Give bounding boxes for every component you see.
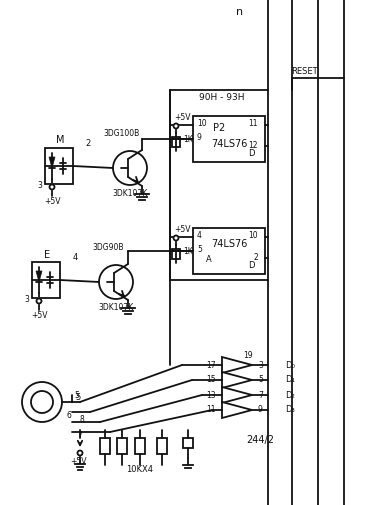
Text: 10: 10 [197, 120, 207, 128]
Text: 2: 2 [253, 254, 258, 263]
Text: M: M [56, 135, 64, 145]
Text: RESET: RESET [291, 68, 317, 76]
Bar [32, 262, 60, 298]
Text: D₁: D₁ [285, 376, 295, 384]
Text: 3DG100B: 3DG100B [104, 128, 140, 137]
Text: 1K: 1K [183, 247, 193, 257]
Text: 3: 3 [25, 295, 29, 305]
Text: 3: 3 [37, 181, 42, 190]
Text: 11: 11 [249, 120, 258, 128]
Text: 13: 13 [207, 390, 216, 399]
Text: 74LS76: 74LS76 [211, 139, 247, 149]
Text: 9: 9 [197, 133, 202, 142]
Circle shape [37, 298, 42, 304]
Bar [193, 228, 265, 274]
Text: 3DK107K: 3DK107K [112, 188, 147, 197]
Text: P2: P2 [213, 123, 225, 133]
Text: 7: 7 [78, 430, 83, 439]
Text: 10KX4: 10KX4 [127, 466, 154, 475]
Text: E: E [44, 250, 50, 260]
Text: +5V: +5V [70, 458, 86, 467]
Text: n: n [237, 7, 244, 17]
Text: 3: 3 [258, 361, 263, 370]
Bar [45, 148, 73, 184]
Bar [172, 249, 180, 259]
Text: 3DK107K: 3DK107K [98, 302, 134, 312]
Text: +5V: +5V [174, 114, 191, 123]
Text: A: A [206, 256, 212, 265]
Polygon shape [222, 372, 252, 388]
Text: D₀: D₀ [285, 361, 295, 370]
Text: 74LS76: 74LS76 [211, 239, 247, 249]
Text: +5V: +5V [44, 196, 60, 206]
Text: 9: 9 [258, 406, 263, 415]
Text: +5V: +5V [31, 311, 47, 320]
Text: 5: 5 [258, 376, 263, 384]
Text: 12: 12 [249, 141, 258, 150]
Text: +5V: +5V [174, 226, 191, 234]
Text: D: D [248, 262, 254, 271]
Text: 244/2: 244/2 [246, 435, 274, 445]
Text: 90H - 93H: 90H - 93H [199, 92, 245, 102]
Text: D: D [248, 149, 254, 159]
Text: 3DG90B: 3DG90B [92, 243, 124, 252]
Text: 5: 5 [74, 390, 79, 399]
Bar [117, 438, 127, 454]
Bar [183, 438, 193, 448]
Text: D₂: D₂ [285, 390, 295, 399]
Text: 7: 7 [258, 390, 263, 399]
Polygon shape [222, 387, 252, 403]
Polygon shape [222, 402, 252, 418]
Polygon shape [36, 271, 42, 282]
Text: 5: 5 [75, 393, 80, 402]
Bar [193, 116, 265, 162]
Circle shape [173, 124, 178, 128]
Bar [135, 438, 145, 454]
Text: 4: 4 [72, 254, 78, 263]
Polygon shape [222, 357, 252, 373]
Text: 1K: 1K [183, 135, 193, 144]
Text: D₃: D₃ [285, 406, 295, 415]
Circle shape [78, 450, 83, 456]
Text: 15: 15 [207, 376, 216, 384]
Text: 11: 11 [207, 406, 216, 415]
Text: 10: 10 [248, 231, 258, 240]
Circle shape [173, 235, 178, 240]
Bar [172, 137, 180, 147]
Text: 6: 6 [67, 411, 72, 420]
Circle shape [49, 184, 54, 189]
Text: 2: 2 [85, 138, 91, 147]
Text: 5: 5 [197, 245, 202, 255]
Polygon shape [49, 157, 55, 168]
Bar [100, 438, 110, 454]
Bar [157, 438, 167, 454]
Text: 4: 4 [197, 231, 202, 240]
Text: 17: 17 [207, 361, 216, 370]
Text: 19: 19 [243, 350, 253, 360]
Text: 8: 8 [80, 416, 85, 425]
